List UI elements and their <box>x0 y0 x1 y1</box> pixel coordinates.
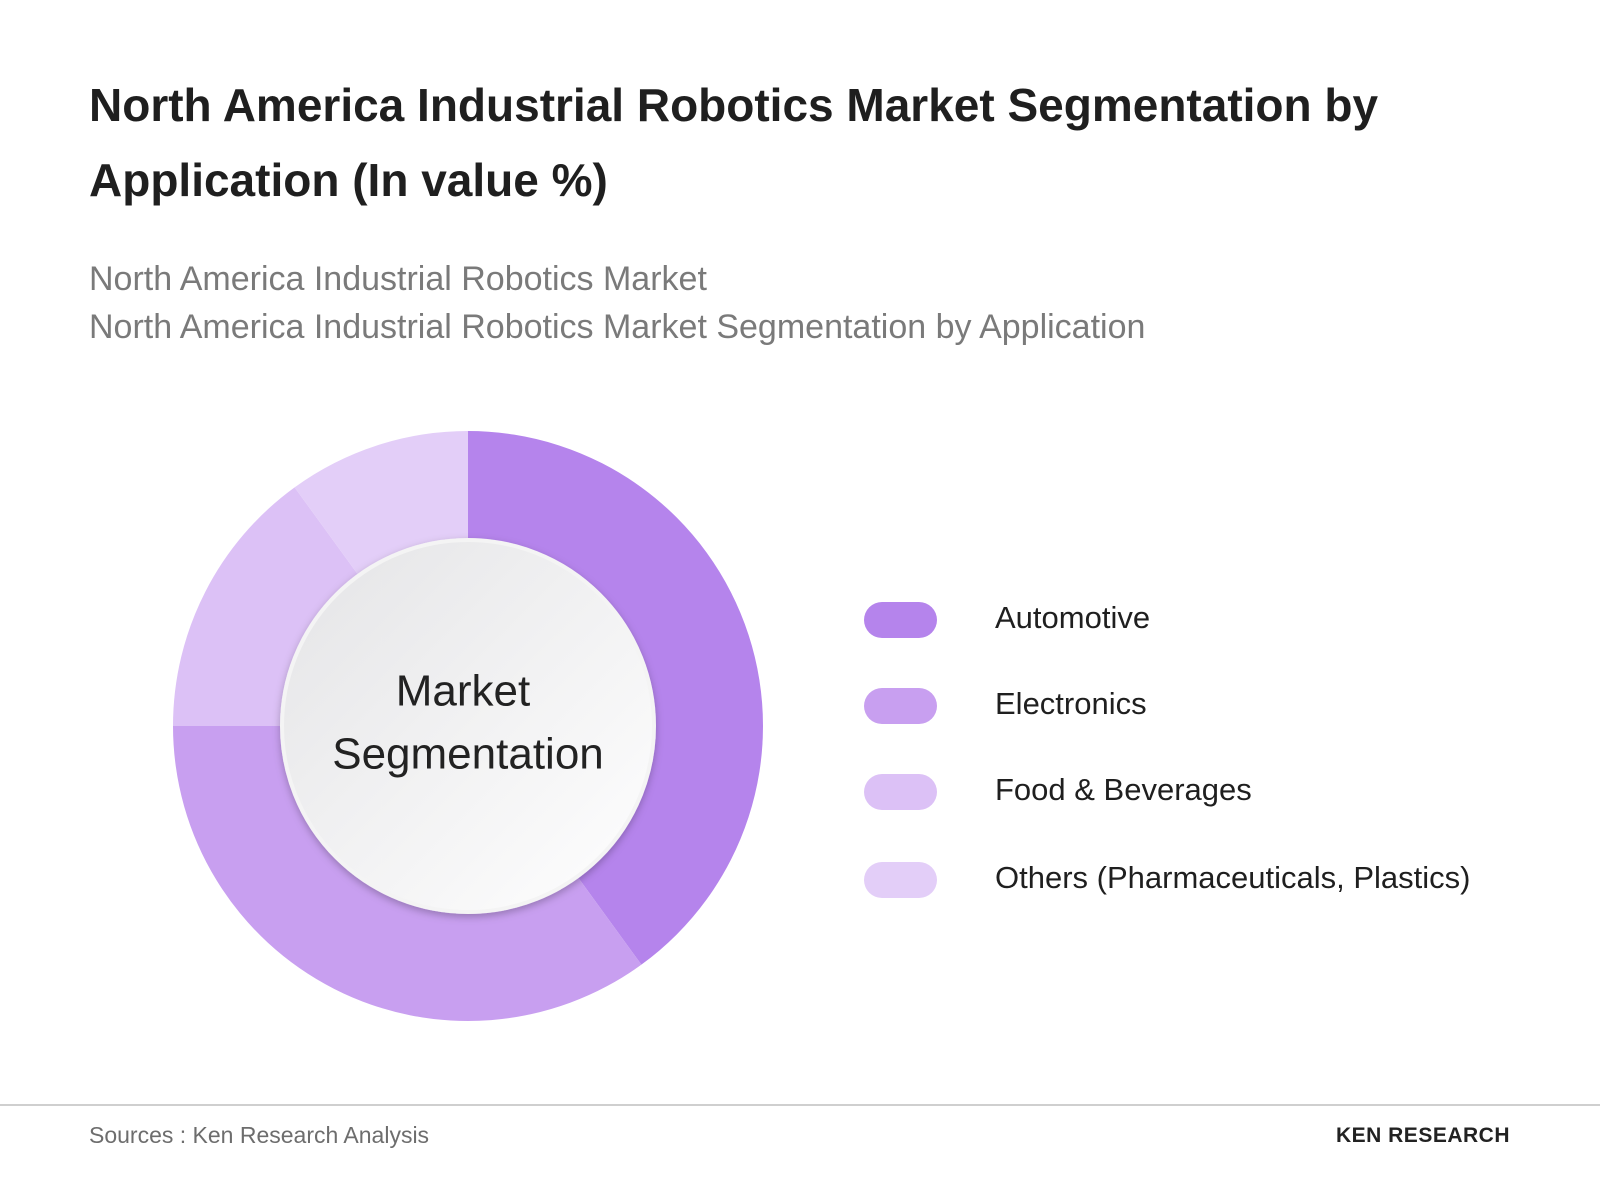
footer-rule <box>0 1104 1600 1106</box>
legend-swatch <box>864 602 937 638</box>
legend-swatch <box>864 862 937 898</box>
subtitle: North America Industrial Robotics Market <box>89 260 707 298</box>
source-note: Sources : Ken Research Analysis <box>89 1122 430 1148</box>
legend-label: Food & Beverages <box>995 772 1252 807</box>
legend-swatch <box>864 774 937 810</box>
center-label: Market <box>396 667 530 716</box>
subtitle: North America Industrial Robotics Market… <box>89 308 1146 346</box>
logo: KEN RESEARCH <box>1335 1124 1510 1147</box>
chart-title: North America Industrial Robotics Market… <box>89 79 1379 206</box>
center-disc <box>280 538 656 914</box>
legend-label: Automotive <box>995 600 1150 635</box>
legend-label: Others (Pharmaceuticals, Plastics) <box>995 860 1470 895</box>
legend-swatch <box>864 688 937 724</box>
legend-label: Electronics <box>995 686 1147 721</box>
chart: Market Segmentation Automotive Electronic… <box>173 431 1470 1022</box>
center-label: Segmentation <box>332 730 604 779</box>
